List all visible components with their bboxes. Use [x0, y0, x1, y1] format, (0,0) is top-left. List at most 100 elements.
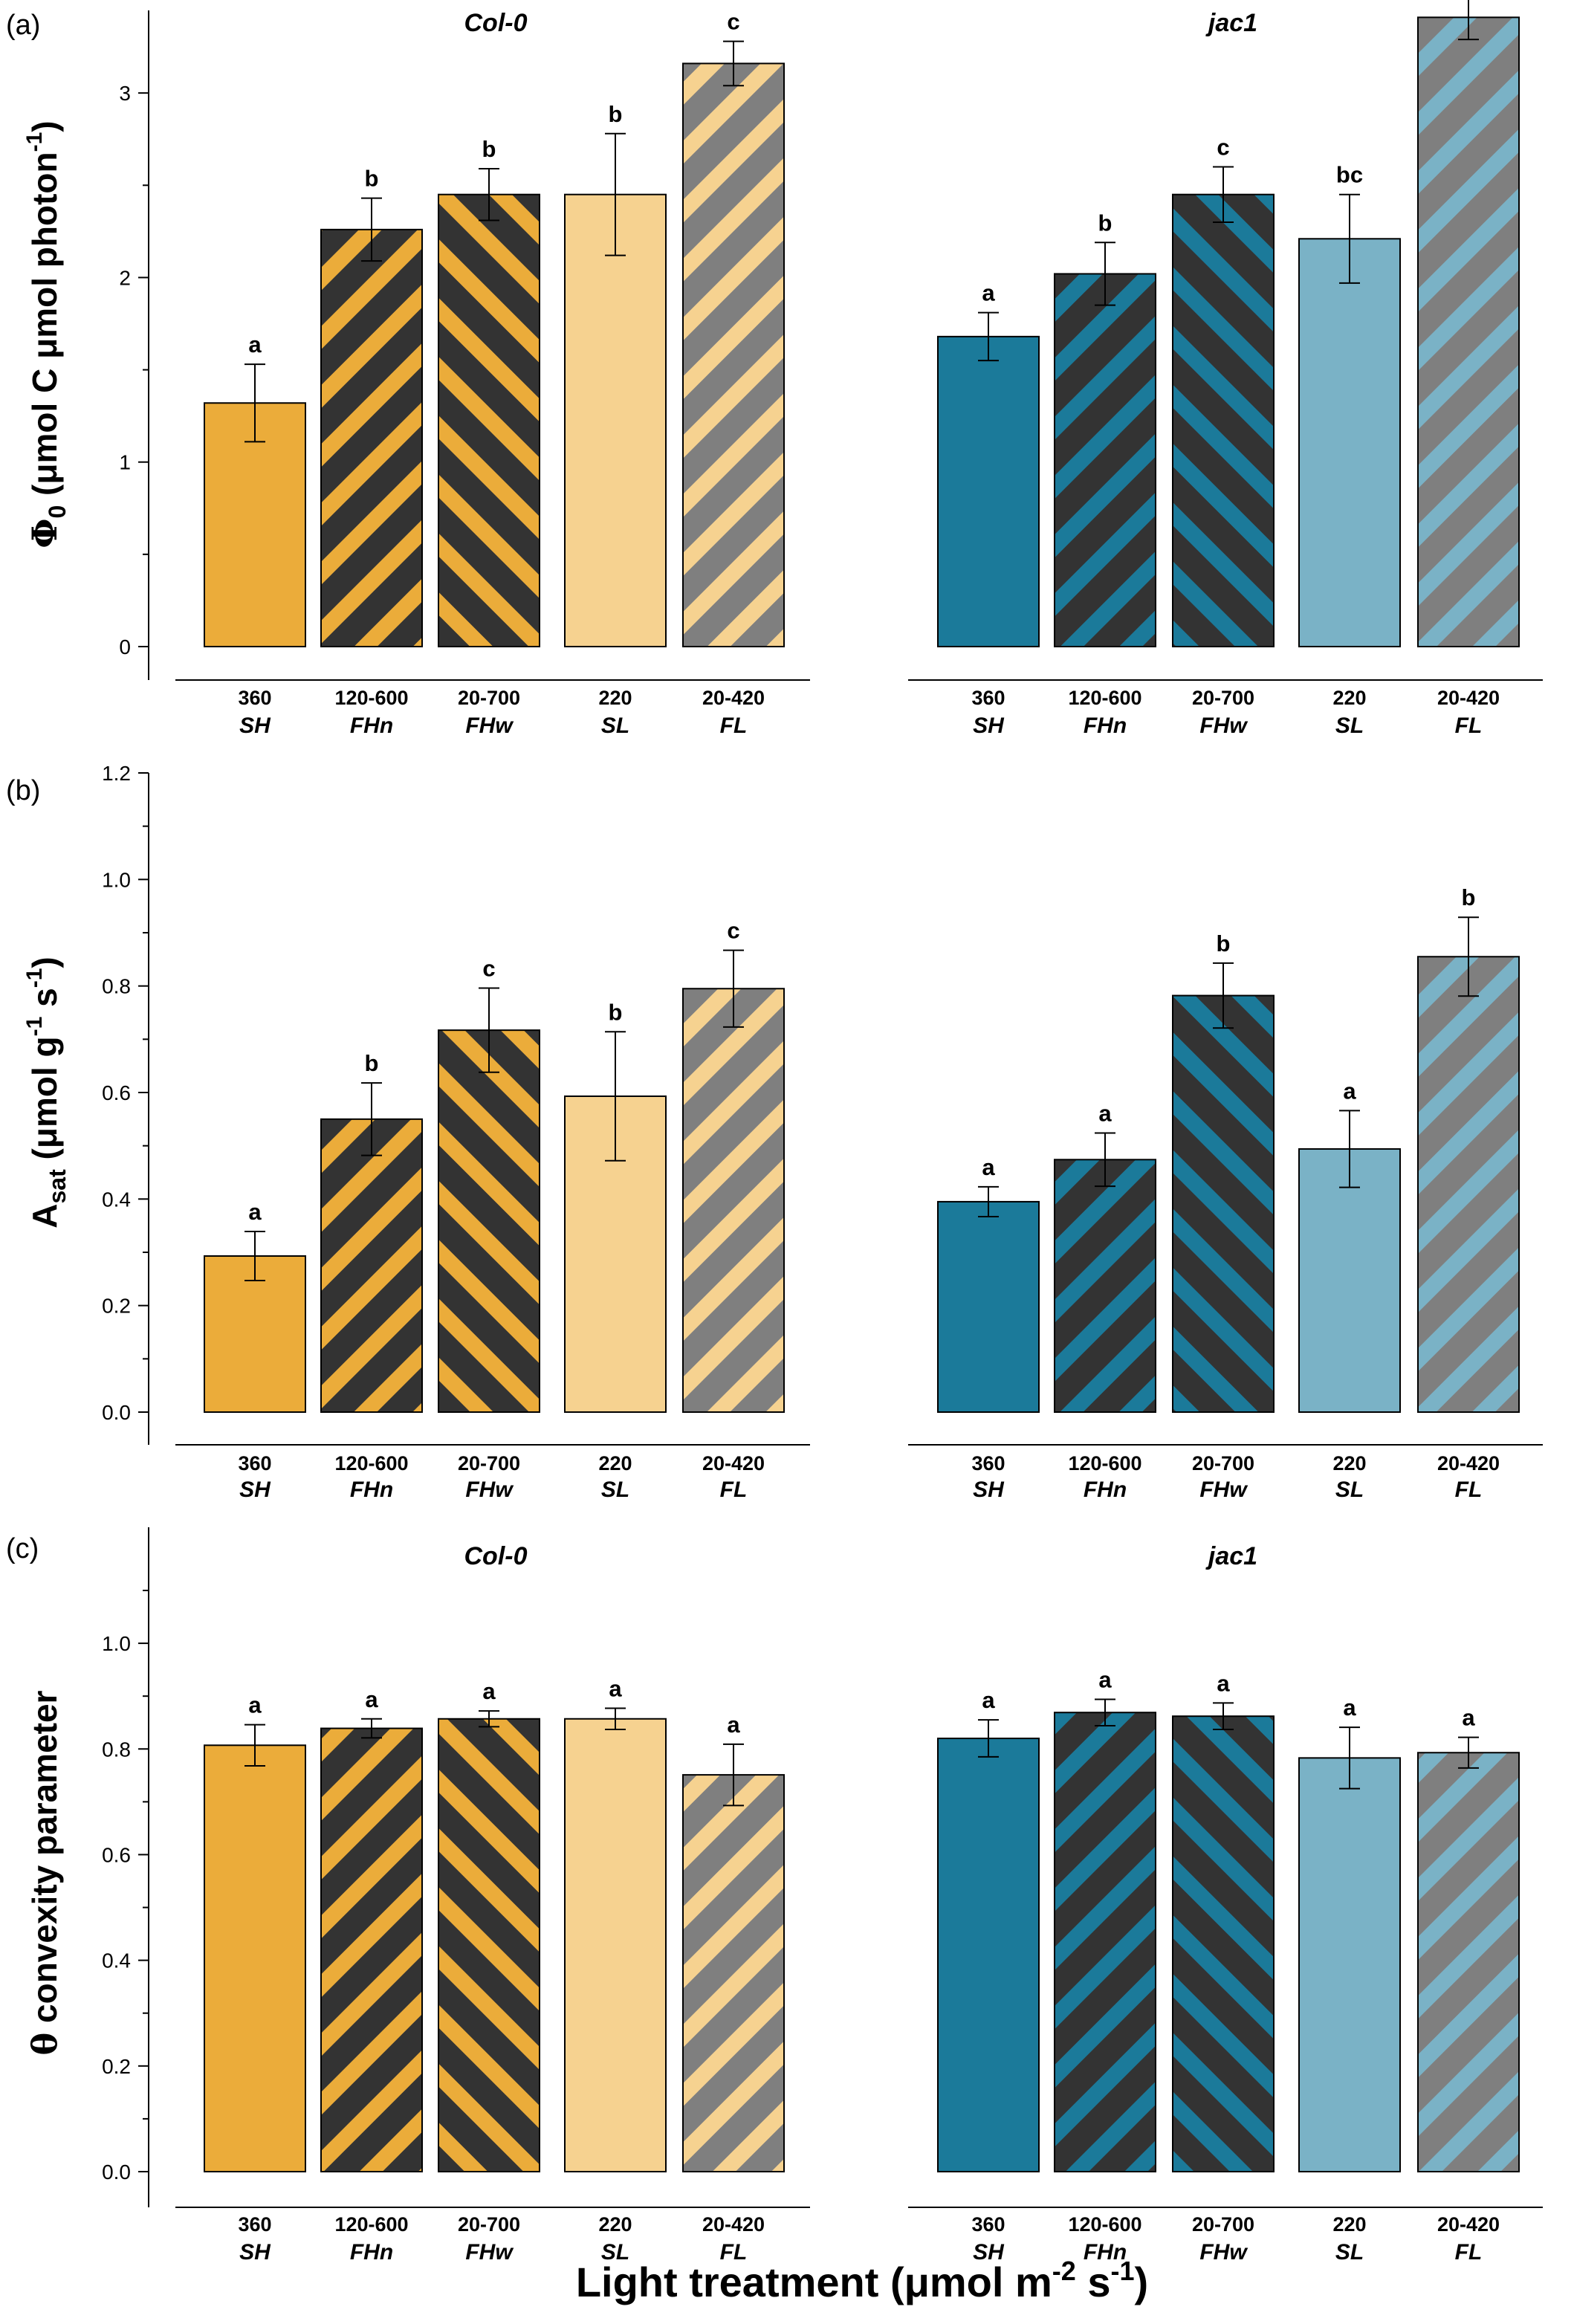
significance-label: a: [365, 1686, 378, 1712]
significance-label: a: [1217, 1670, 1230, 1696]
category-code-label: FL: [720, 1477, 748, 1502]
y-tick-label: 0: [119, 635, 131, 658]
category-code-label: FHw: [1199, 1477, 1248, 1502]
panel-letter: (c): [6, 1533, 39, 1564]
category-code-label: FL: [720, 2240, 748, 2265]
category-code-label: SH: [239, 713, 271, 738]
category-code-label: SL: [601, 713, 629, 738]
category-value-label: 360: [238, 1452, 271, 1475]
category-value-label: 120-600: [1068, 2213, 1141, 2236]
bar-FHw: [438, 1029, 540, 1413]
y-tick-label: 1.2: [102, 762, 131, 785]
category-value-label: 220: [1332, 1452, 1366, 1475]
significance-label: b: [365, 166, 379, 192]
y-tick-label: 0.2: [102, 2055, 131, 2078]
significance-label: a: [982, 1154, 995, 1180]
y-tick-label: 0.0: [102, 1401, 131, 1424]
significance-label: a: [248, 1199, 262, 1225]
y-tick-label: 0.6: [102, 1843, 131, 1866]
bar-FL: [682, 1774, 785, 2172]
category-code-label: SL: [1335, 1477, 1364, 1502]
significance-label: a: [982, 280, 995, 306]
category-code-label: FHw: [465, 2240, 514, 2265]
significance-label: b: [1462, 884, 1476, 910]
category-code-label: SL: [1335, 713, 1364, 738]
subplot-c-right: jac1 a 360 SH a 120-600 FHn a 20-700 FHw a 220 SL a 20…: [908, 1542, 1543, 2265]
category-value-label: 360: [238, 2213, 271, 2236]
category-value-label: 220: [1332, 687, 1366, 709]
bar-SH: [937, 335, 1040, 647]
category-code-label: FHn: [1084, 1477, 1127, 1502]
bar-FHw: [438, 193, 540, 647]
y-tick-label: 2: [119, 266, 131, 289]
significance-label: b: [609, 101, 623, 127]
category-value-label: 20-420: [702, 2213, 765, 2236]
subplot-c-left: 0.0 0.2 0.4 0.6 0.8 1.0 Col-0 a 360 SH a 120-600 FHn…: [102, 1527, 810, 2265]
category-value-label: 20-420: [702, 687, 765, 709]
x-axis-label-exp1: -2: [1052, 2256, 1076, 2286]
significance-label: c: [482, 956, 495, 982]
genotype-label: jac1: [1205, 9, 1257, 37]
subplot-a-right: jac1a360SHb120-600FHnc20-700FHwbc220SLd2…: [908, 0, 1543, 738]
category-value-label: 120-600: [334, 687, 408, 709]
significance-label: b: [609, 999, 623, 1025]
significance-label: a: [1462, 1705, 1475, 1731]
category-value-label: 20-700: [458, 2213, 520, 2236]
category-code-label: FHw: [1199, 2240, 1248, 2265]
category-value-label: 20-700: [458, 687, 520, 709]
category-value-label: 20-700: [1192, 2213, 1254, 2236]
y-tick-label: 0.4: [102, 1188, 131, 1211]
category-value-label: 20-700: [1192, 687, 1254, 709]
bar-FHn: [320, 1118, 423, 1414]
category-code-label: SH: [239, 2240, 271, 2265]
subplot-a-left: 0 1 2 3 Col-0 a 360 SH b 120-600 FHn b 20-700 FHw b 220…: [119, 9, 810, 738]
category-value-label: 220: [598, 687, 632, 709]
bar-SL: [564, 193, 667, 647]
category-code-label: SL: [601, 1477, 629, 1502]
category-value-label: 220: [598, 1452, 632, 1475]
significance-label: bc: [1336, 162, 1363, 188]
y-tick-label: 0.0: [102, 2160, 131, 2184]
y-axis-label: Φ0 (μmol C μmol photon-1): [22, 120, 71, 548]
bar-SL: [1298, 1757, 1401, 2172]
category-value-label: 360: [238, 687, 271, 709]
y-tick-label: 0.8: [102, 1738, 131, 1761]
category-code-label: FHn: [350, 2240, 393, 2265]
significance-label: b: [1217, 930, 1231, 957]
x-axis-label-exp2: -1: [1110, 2256, 1134, 2286]
category-code-label: SH: [973, 1477, 1005, 1502]
category-code-label: FHw: [1199, 713, 1248, 738]
significance-label: c: [727, 918, 739, 944]
category-code-label: FHn: [350, 713, 393, 738]
bar-SL: [1298, 1148, 1401, 1413]
category-code-label: SL: [1335, 2240, 1364, 2265]
significance-label: c: [1217, 134, 1229, 160]
bar-FHn: [320, 1727, 423, 2173]
y-tick-label: 0.6: [102, 1081, 131, 1104]
significance-label: b: [1098, 210, 1113, 236]
significance-label: b: [482, 136, 496, 162]
category-value-label: 120-600: [334, 2213, 408, 2236]
category-value-label: 220: [598, 2213, 632, 2236]
significance-label: a: [1343, 1695, 1356, 1721]
genotype-label: Col-0: [464, 9, 528, 37]
bar-FHn: [1054, 1159, 1156, 1414]
x-axis-label-close: ): [1135, 2259, 1149, 2305]
category-value-label: 360: [971, 1452, 1005, 1475]
significance-label: a: [1098, 1100, 1112, 1126]
bar-SH: [937, 1738, 1040, 2172]
y-tick-label: 1.0: [102, 1632, 131, 1655]
bar-FHn: [1054, 273, 1156, 647]
genotype-label: jac1: [1205, 1542, 1257, 1570]
bar-FHw: [1172, 994, 1275, 1413]
category-code-label: FHn: [350, 1477, 393, 1502]
bar-FL: [1417, 1752, 1520, 2172]
category-code-label: SL: [601, 2240, 629, 2265]
significance-label: a: [482, 1678, 496, 1704]
category-code-label: FL: [1455, 713, 1483, 738]
bar-SH: [204, 402, 306, 648]
category-value-label: 20-420: [1437, 1452, 1500, 1475]
significance-label: b: [365, 1050, 379, 1076]
category-code-label: FHn: [1084, 713, 1127, 738]
